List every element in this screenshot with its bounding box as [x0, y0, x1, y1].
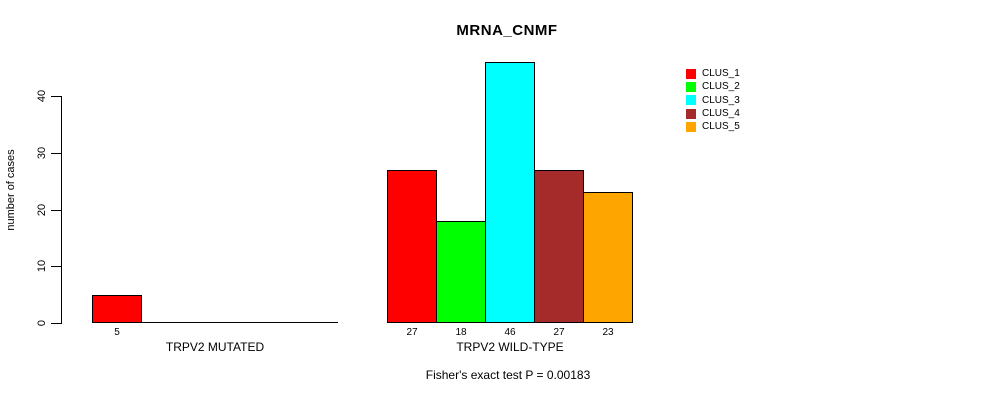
y-axis-title-text: number of cases: [5, 149, 17, 231]
y-tick-label-text: 10: [36, 260, 48, 273]
legend-swatch-clus-3: [686, 95, 696, 106]
y-tick-mark: [51, 323, 61, 324]
y-tick-mark: [51, 152, 61, 154]
bar-clus-1-trpv2-wild-type: [387, 169, 437, 323]
legend-swatch-clus-2: [686, 81, 696, 92]
y-tick-mark: [51, 96, 61, 97]
legend-row-clus-3: CLUS_3: [686, 94, 740, 107]
legend-swatch-clus-5: [686, 121, 696, 132]
y-axis-line: [61, 96, 62, 324]
y-tick-label-text: 30: [36, 146, 48, 159]
x-category-label-trpv2-wild-type: TRPV2 WILD-TYPE: [456, 340, 564, 354]
legend-label: CLUS_1: [702, 68, 740, 80]
bar-value-label: 23: [602, 327, 614, 338]
legend-label: CLUS_5: [702, 121, 740, 133]
legend-label: CLUS_3: [702, 94, 740, 106]
bar-value-label: 27: [553, 327, 565, 338]
x-category-label-trpv2-mutated: TRPV2 MUTATED: [165, 340, 265, 354]
legend-row-clus-1: CLUS_1: [686, 67, 740, 80]
legend: CLUS_1 CLUS_2 CLUS_3 CLUS_4 CLUS_5: [686, 67, 740, 133]
legend-row-clus-5: CLUS_5: [686, 120, 740, 133]
y-tick-label-text: 0: [36, 319, 48, 327]
bar-clus-5-trpv2-wild-type: [583, 192, 633, 323]
y-tick-mark: [51, 209, 61, 211]
y-tick-mark: [51, 266, 61, 268]
bar-clus-4-trpv2-wild-type: [534, 169, 584, 323]
y-tick-label-text: 40: [36, 89, 48, 103]
fisher-test-annotation: Fisher's exact test P = 0.00183: [425, 368, 591, 382]
legend-row-clus-2: CLUS_2: [686, 80, 740, 93]
legend-row-clus-4: CLUS_4: [686, 107, 740, 120]
legend-label: CLUS_4: [702, 108, 740, 120]
bar-value-label: 46: [504, 327, 516, 338]
legend-label: CLUS_2: [702, 81, 740, 93]
bar-value-label: 27: [406, 327, 418, 338]
bar-value-label: 5: [114, 327, 120, 338]
legend-swatch-clus-1: [686, 68, 696, 79]
chart-title: MRNA_CNMF: [456, 22, 558, 39]
bar-clus-1-trpv2-mutated: [92, 294, 142, 323]
group-baseline-trpv2-mutated: [92, 322, 338, 323]
legend-swatch-clus-4: [686, 108, 696, 119]
bar-clus-3-trpv2-wild-type: [485, 61, 535, 323]
y-tick-label-text: 20: [36, 203, 48, 216]
bar-value-label: 18: [455, 327, 467, 338]
bar-clus-2-trpv2-wild-type: [436, 220, 486, 323]
